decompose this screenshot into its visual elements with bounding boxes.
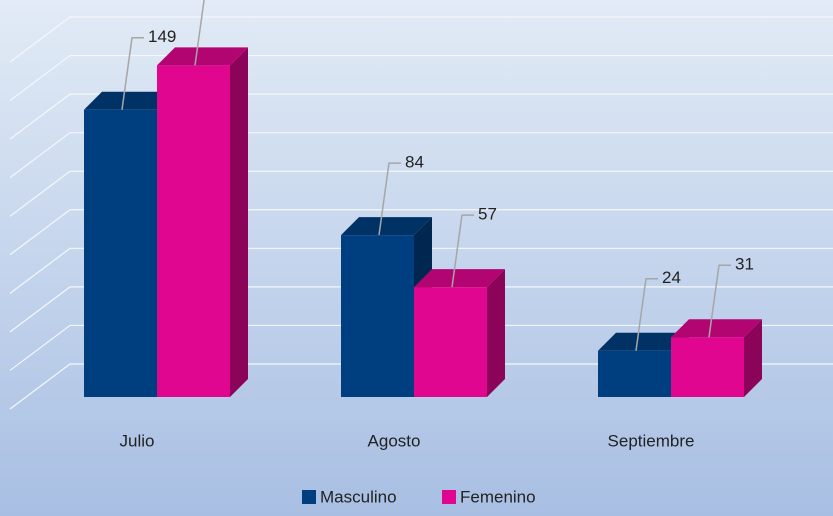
leader-line [378,162,401,236]
leader-line [194,0,205,66]
legend-label: Femenino [460,487,536,506]
bar [157,47,248,398]
data-label: 172 [221,0,249,2]
bar-front [671,337,744,397]
bar [414,269,505,397]
x-tick-label: Julio [120,431,155,450]
leader-line [708,264,731,338]
bar-front [598,350,671,397]
data-label: 84 [405,153,424,172]
bar-top [598,332,689,351]
leader-line [121,37,144,110]
legend-swatch [442,490,456,504]
bar-side [230,47,248,398]
grid-line [9,16,833,63]
bar-side [487,269,505,397]
bar-top [341,217,432,236]
grid-line [9,132,833,179]
bar-front [414,287,487,397]
x-tick-label: Septiembre [608,431,695,450]
grid-line [9,247,833,294]
bar-front [341,235,414,397]
bar-side [744,319,762,397]
bar-front [157,65,230,397]
leader-line [635,277,658,351]
grid-line [9,286,833,333]
grid-line [9,324,833,371]
grid-line [9,170,833,217]
legend-swatch [302,490,316,504]
bar-top [157,47,248,66]
grid-line [9,54,833,102]
bar-top [84,91,175,110]
x-tick-label: Agosto [368,431,421,450]
data-label: 149 [148,27,176,46]
data-label: 31 [735,255,754,274]
bar-front [84,109,157,397]
grid-line [9,209,833,256]
bar [671,319,762,397]
bar-top [671,319,762,338]
leader-line [451,214,474,288]
data-label: 57 [478,205,497,224]
bar-top [414,269,505,288]
data-label: 24 [662,268,681,287]
grid-line [9,363,833,410]
grid-line [9,93,833,140]
legend-label: Masculino [320,487,397,506]
